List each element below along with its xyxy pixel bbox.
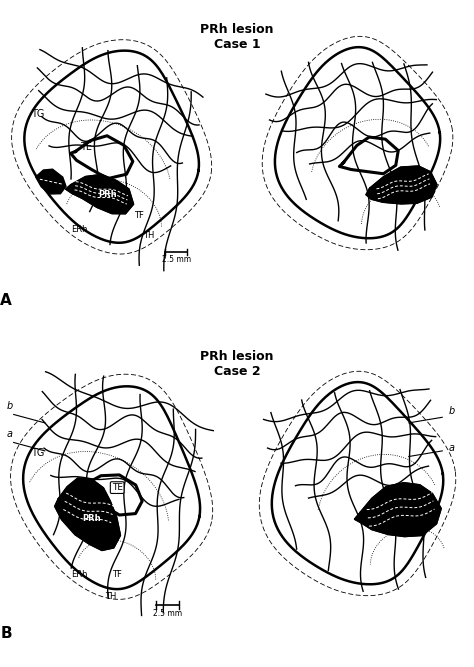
Text: a: a — [7, 429, 13, 439]
Text: ERh: ERh — [72, 570, 88, 579]
Text: PRh lesion
Case 2: PRh lesion Case 2 — [200, 350, 274, 378]
Text: PRh lesion
Case 1: PRh lesion Case 1 — [200, 23, 274, 51]
Polygon shape — [355, 483, 441, 536]
Text: PRh: PRh — [98, 190, 117, 199]
Text: B: B — [0, 626, 12, 642]
Polygon shape — [36, 169, 66, 194]
Text: TH: TH — [143, 231, 154, 240]
Text: TE: TE — [112, 483, 123, 492]
Polygon shape — [366, 166, 437, 204]
Text: 2.5 mm: 2.5 mm — [162, 255, 191, 263]
Text: TG: TG — [31, 448, 45, 458]
Text: b: b — [449, 406, 455, 416]
Text: TF: TF — [134, 211, 144, 220]
Text: a: a — [449, 443, 455, 453]
Text: TF: TF — [112, 570, 121, 579]
Text: TE: TE — [81, 141, 92, 151]
Text: ERh: ERh — [72, 225, 88, 234]
Text: b: b — [7, 401, 13, 411]
Polygon shape — [55, 478, 120, 550]
Text: TG: TG — [31, 109, 45, 119]
Text: TH: TH — [105, 592, 116, 602]
Text: A: A — [0, 293, 12, 308]
Text: PRh: PRh — [82, 514, 101, 523]
Polygon shape — [65, 174, 134, 214]
Text: 2.5 mm: 2.5 mm — [153, 609, 182, 618]
